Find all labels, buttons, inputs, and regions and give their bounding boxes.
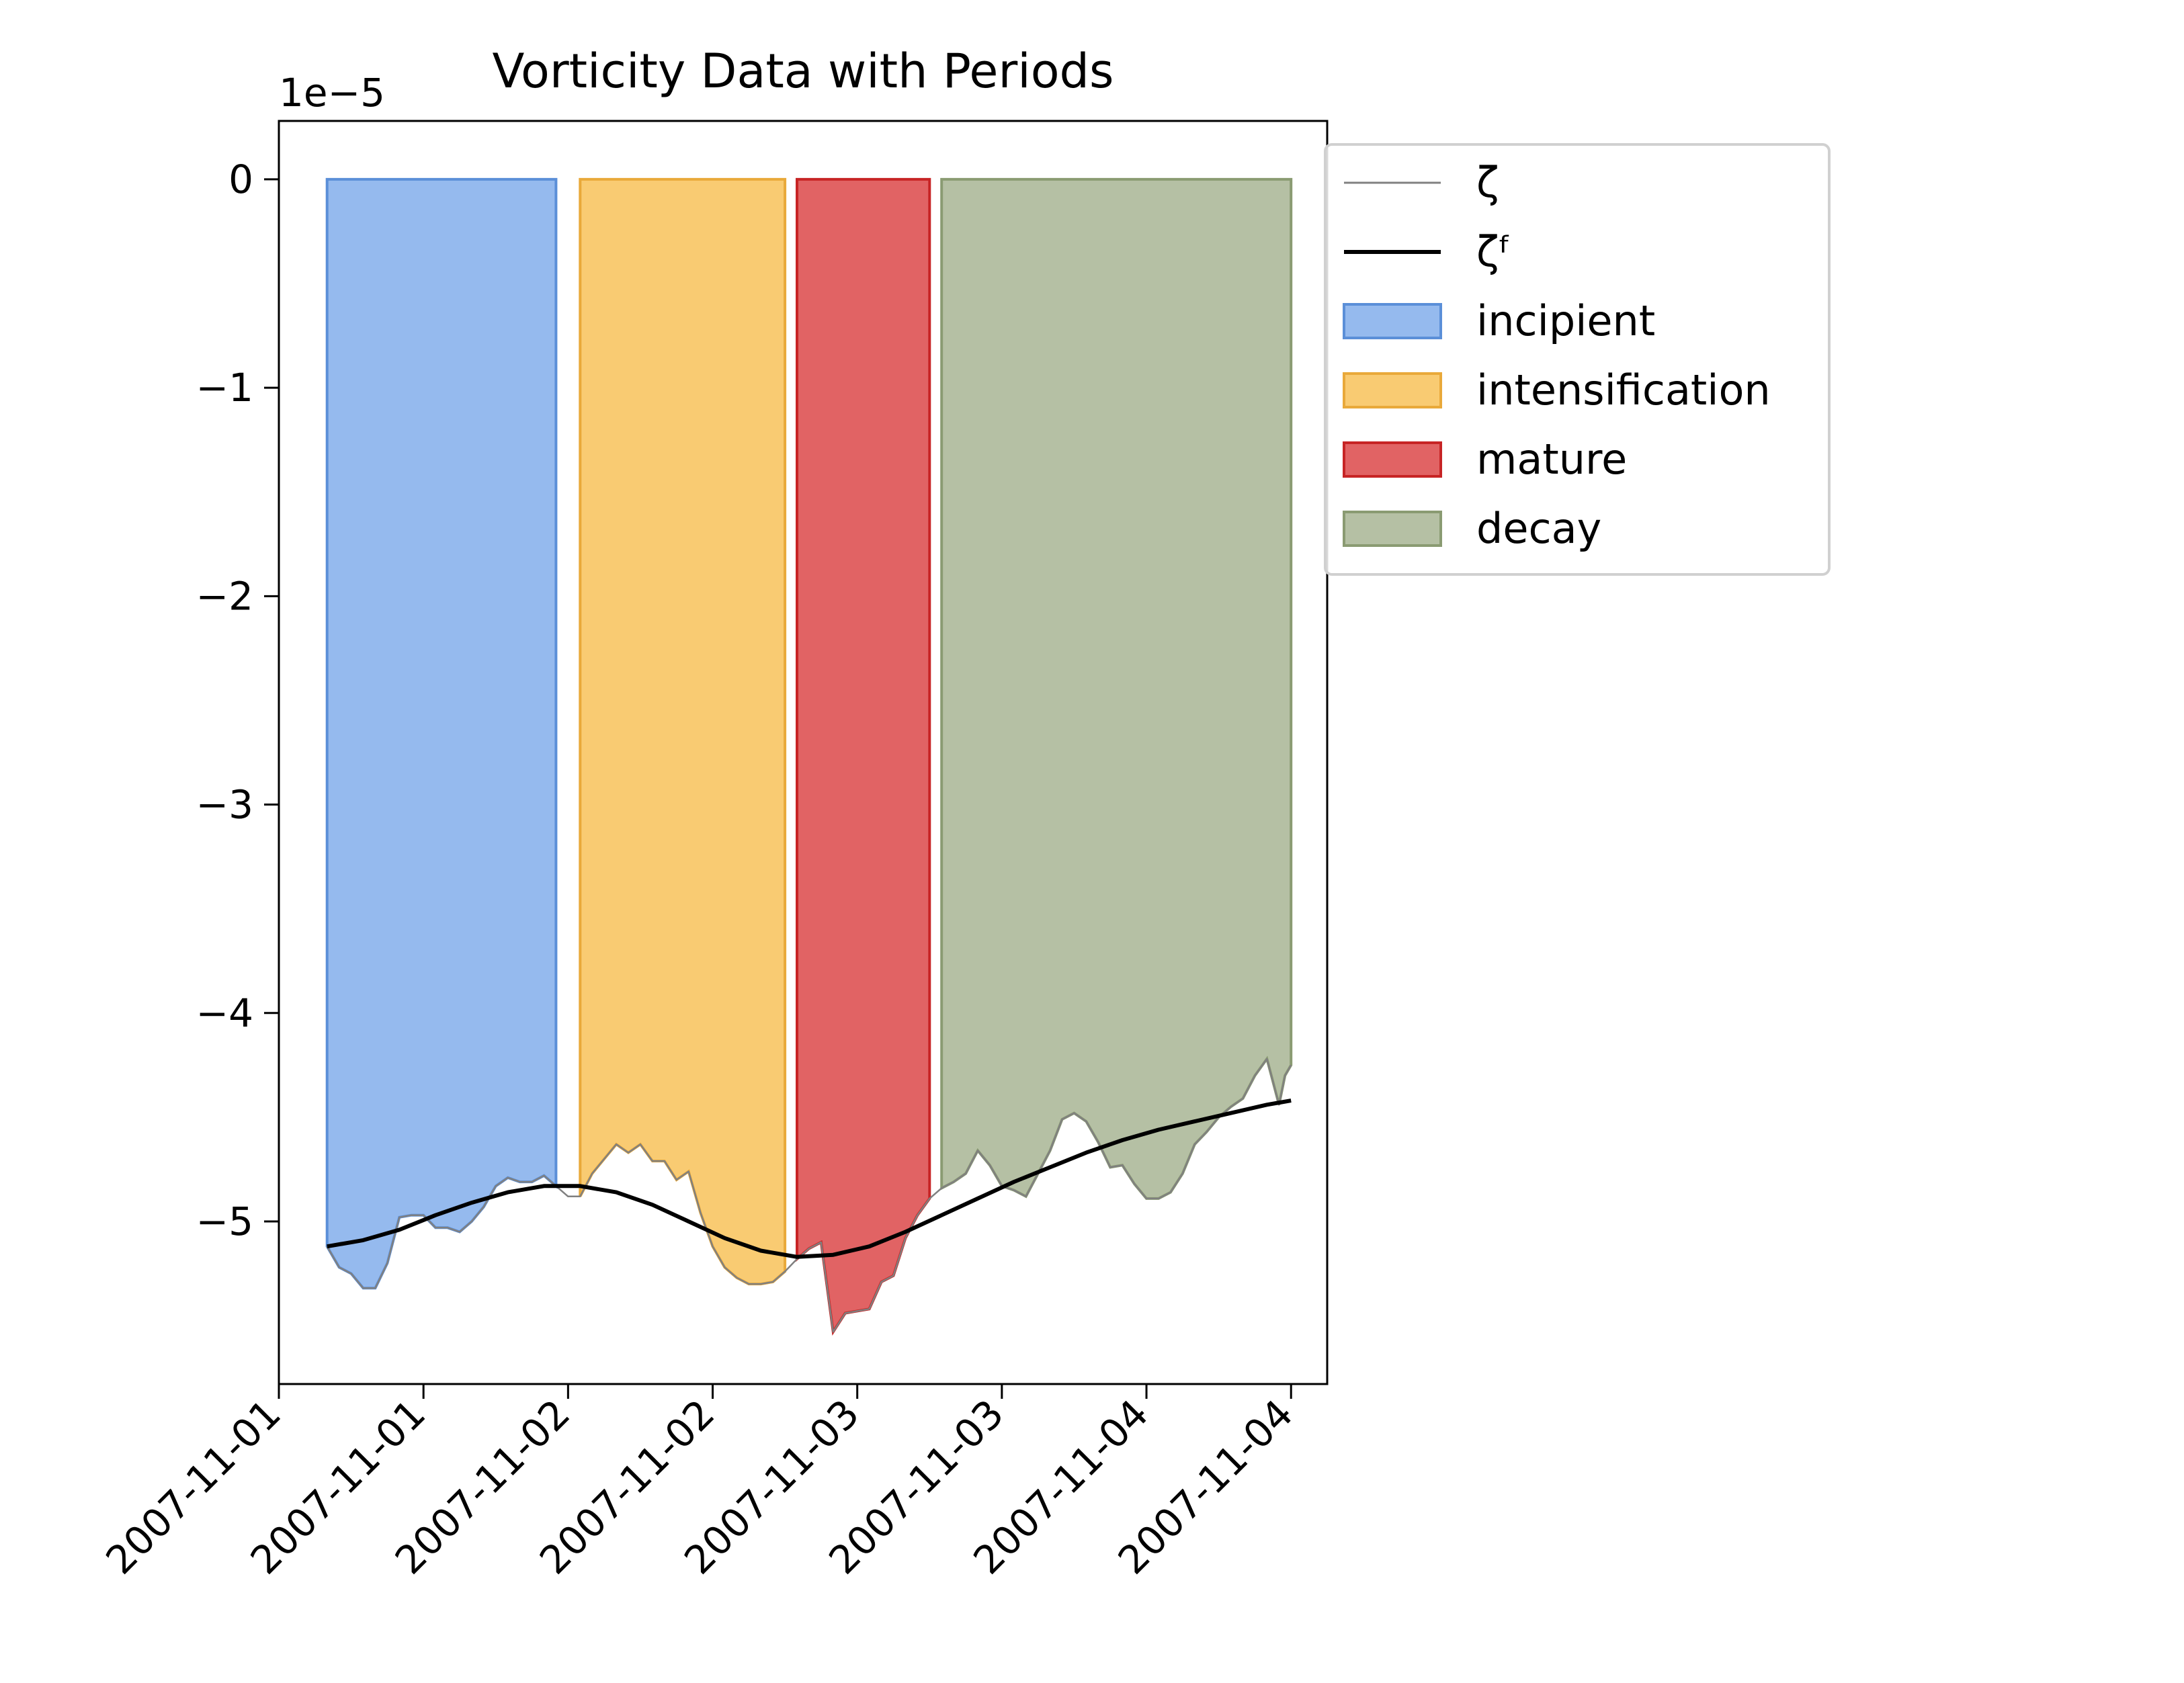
y-tick-label: 0 <box>228 157 253 202</box>
legend-entry-label: decay <box>1476 504 1601 553</box>
legend-patch-swatch <box>1343 372 1442 408</box>
x-axis: 2007-11-012007-11-012007-11-022007-11-02… <box>97 1384 1302 1583</box>
y-tick-label: −5 <box>196 1199 254 1244</box>
legend-patch-swatch <box>1343 303 1442 339</box>
y-axis: 0 −1 −2 −3 −4 −5 <box>196 157 279 1244</box>
y-tick-label: −4 <box>196 990 254 1036</box>
legend-entry-label: incipient <box>1476 296 1655 345</box>
period-span-mature <box>796 177 931 1336</box>
y-tick-label: −1 <box>196 365 254 411</box>
period-span-intensification <box>579 177 787 1286</box>
legend-entry-label: ζ <box>1476 158 1499 207</box>
legend-patch-swatch <box>1343 441 1442 478</box>
y-tick-label: −2 <box>196 573 254 619</box>
period-spans <box>325 177 1293 1336</box>
y-tick-label: −3 <box>196 782 254 828</box>
axis-offset-label: 1e−5 <box>279 70 385 116</box>
legend-patch-swatch <box>1343 511 1442 547</box>
series-lines <box>326 1058 1292 1333</box>
series-line-zeta-filtered <box>327 1098 1292 1259</box>
chart-title: Vorticity Data with Periods <box>493 44 1114 99</box>
legend-entry-label: intensification <box>1476 365 1771 415</box>
legend-entry-label: mature <box>1476 435 1627 484</box>
legend: ζ ζᶠ incipient intensification mature decay <box>1324 143 1831 576</box>
period-span-decay <box>940 177 1293 1200</box>
axes-frame <box>278 120 1329 1385</box>
period-span-incipient <box>325 177 558 1290</box>
legend-entry-label: ζᶠ <box>1476 227 1511 276</box>
legend-frame <box>1324 143 1831 576</box>
